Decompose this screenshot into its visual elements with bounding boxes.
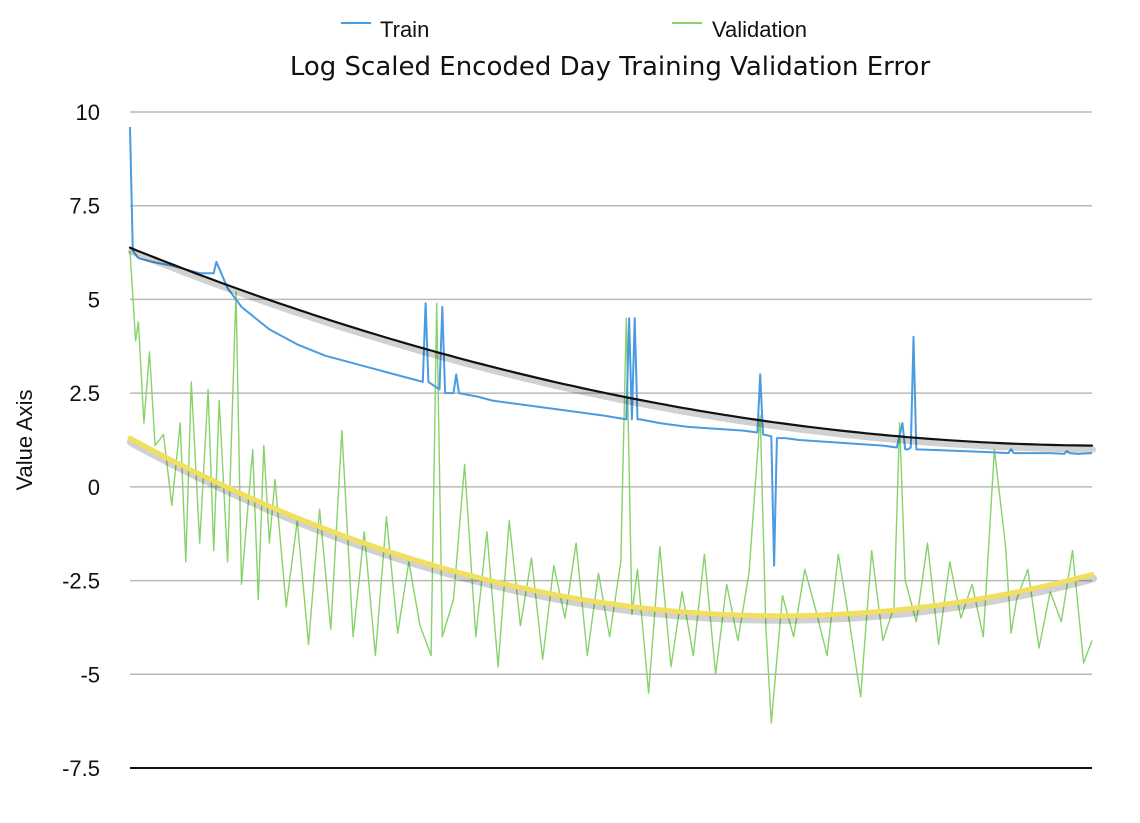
train-trendline: [128, 246, 1094, 447]
y-tick-label: 10: [76, 100, 100, 125]
validation-trendline: [127, 435, 1095, 619]
legend-train-label: Train: [380, 17, 429, 42]
y-tick-label: 7.5: [69, 194, 100, 219]
y-tick-label: -2.5: [62, 569, 100, 594]
legend: Train Validation: [341, 17, 807, 42]
y-tick-label: -7.5: [62, 756, 100, 781]
train-trendline-shadow: [128, 248, 1096, 453]
y-tick-label: -5: [80, 662, 100, 687]
y-axis-label: Value Axis: [12, 389, 37, 490]
y-tick-label: 2.5: [69, 381, 100, 406]
y-tick-label: 0: [88, 475, 100, 500]
legend-validation-label: Validation: [712, 17, 807, 42]
trendline-layer: [127, 246, 1097, 624]
validation-trendline-shadow: [127, 438, 1097, 624]
y-axis-ticks: 10 7.5 5 2.5 0 -2.5 -5 -7.5: [62, 100, 100, 781]
series-layer: [129, 126, 1093, 724]
y-tick-label: 5: [88, 287, 100, 312]
chart-title: Log Scaled Encoded Day Training Validati…: [290, 52, 931, 82]
train-series-line: [129, 126, 1093, 567]
